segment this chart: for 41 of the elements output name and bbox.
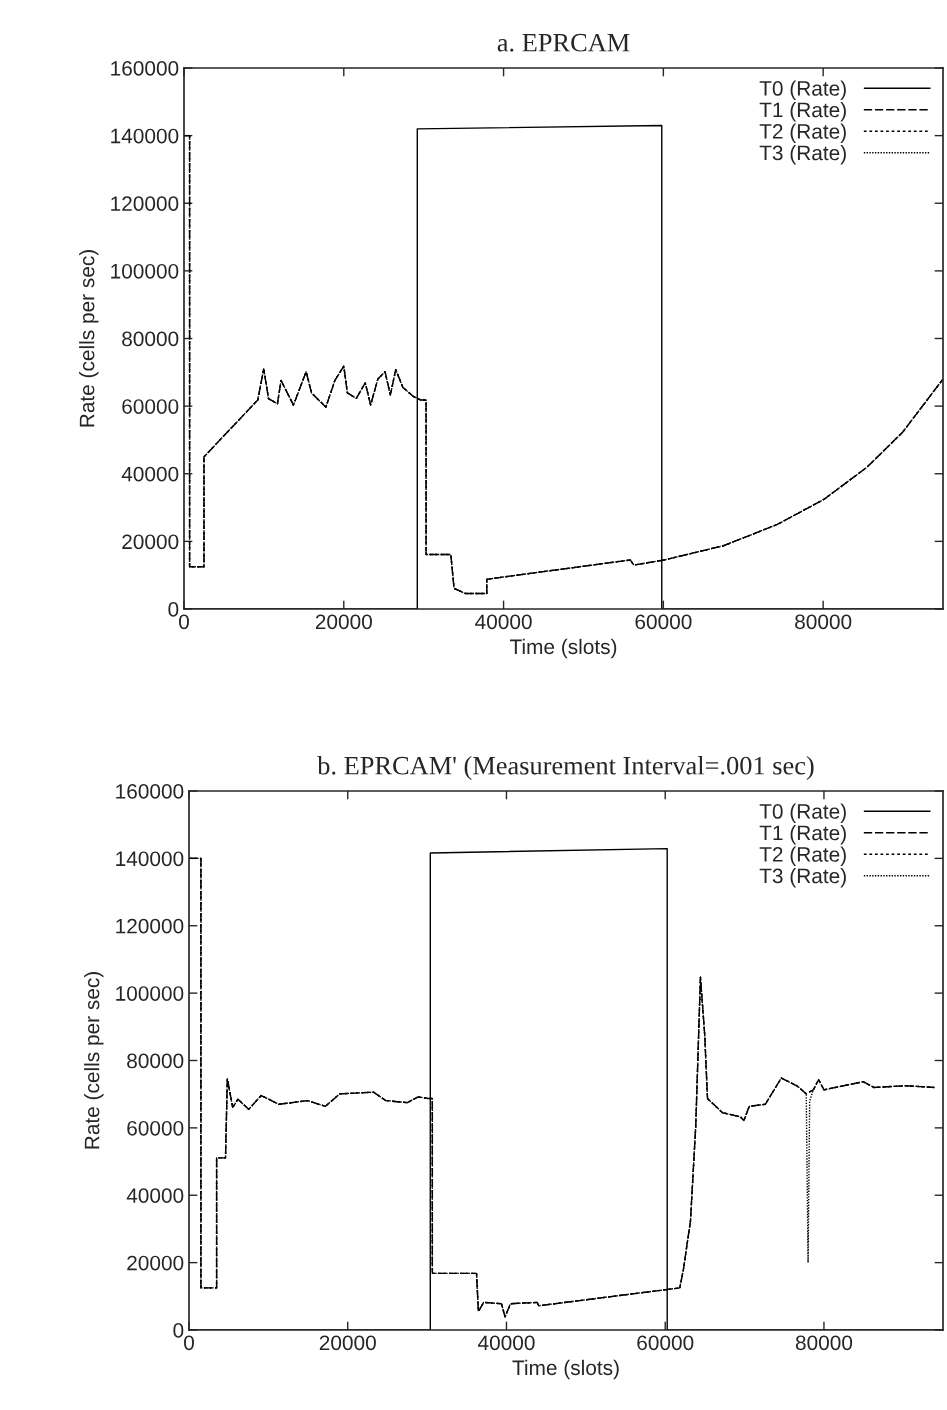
- x-tick-label: 40000: [477, 1335, 535, 1351]
- x-axis-title: Time (slots): [512, 1359, 619, 1380]
- x-tick-label: 0: [184, 1335, 194, 1351]
- chart-title: b. EPRCAM' (Measurement Interval=.001 sec): [317, 756, 814, 780]
- y-tick-label: 60000: [122, 399, 179, 414]
- x-tick-label: 60000: [635, 614, 692, 630]
- x-tick-label: 20000: [315, 614, 372, 630]
- legend-label: T3 (Rate): [759, 868, 846, 888]
- y-tick-label: 120000: [111, 196, 179, 211]
- x-tick-label: 40000: [475, 614, 532, 630]
- legend-label: T0 (Rate): [759, 80, 846, 100]
- x-tick-label: 80000: [795, 1335, 853, 1351]
- x-tick-label: 60000: [637, 1335, 694, 1351]
- legend-label: T1 (Rate): [759, 102, 846, 122]
- legend-label: T0 (Rate): [759, 803, 846, 823]
- y-tick-label: 60000: [127, 1120, 184, 1136]
- y-tick-label: 160000: [111, 61, 179, 76]
- legend-label: T1 (Rate): [759, 825, 846, 845]
- y-tick-label: 0: [173, 1323, 184, 1338]
- y-tick-label: 0: [168, 602, 179, 617]
- x-axis-title: Time (slots): [509, 638, 617, 659]
- y-tick-label: 120000: [116, 918, 184, 934]
- y-tick-label: 20000: [127, 1255, 184, 1271]
- y-tick-label: 100000: [111, 263, 179, 279]
- y-tick-label: 160000: [116, 784, 184, 799]
- y-tick-label: 140000: [116, 851, 184, 867]
- chart-title: a. EPRCAM: [497, 33, 630, 52]
- y-tick-label: 80000: [127, 1053, 184, 1069]
- y-tick-label: 140000: [111, 128, 179, 144]
- y-axis-title: Rate (cells per sec): [79, 250, 99, 427]
- legend-label: T2 (Rate): [759, 846, 846, 866]
- x-tick-label: 20000: [319, 1335, 376, 1351]
- y-tick-label: 40000: [126, 1188, 184, 1203]
- y-tick-label: 40000: [121, 466, 179, 482]
- y-tick-label: 100000: [116, 986, 184, 1001]
- y-axis-title: Rate (cells per sec): [84, 972, 104, 1149]
- y-tick-label: 80000: [122, 331, 179, 347]
- x-tick-label: 80000: [795, 614, 852, 630]
- y-tick-label: 20000: [122, 534, 179, 550]
- legend-label: T2 (Rate): [759, 123, 846, 143]
- legend-label: T3 (Rate): [759, 145, 846, 165]
